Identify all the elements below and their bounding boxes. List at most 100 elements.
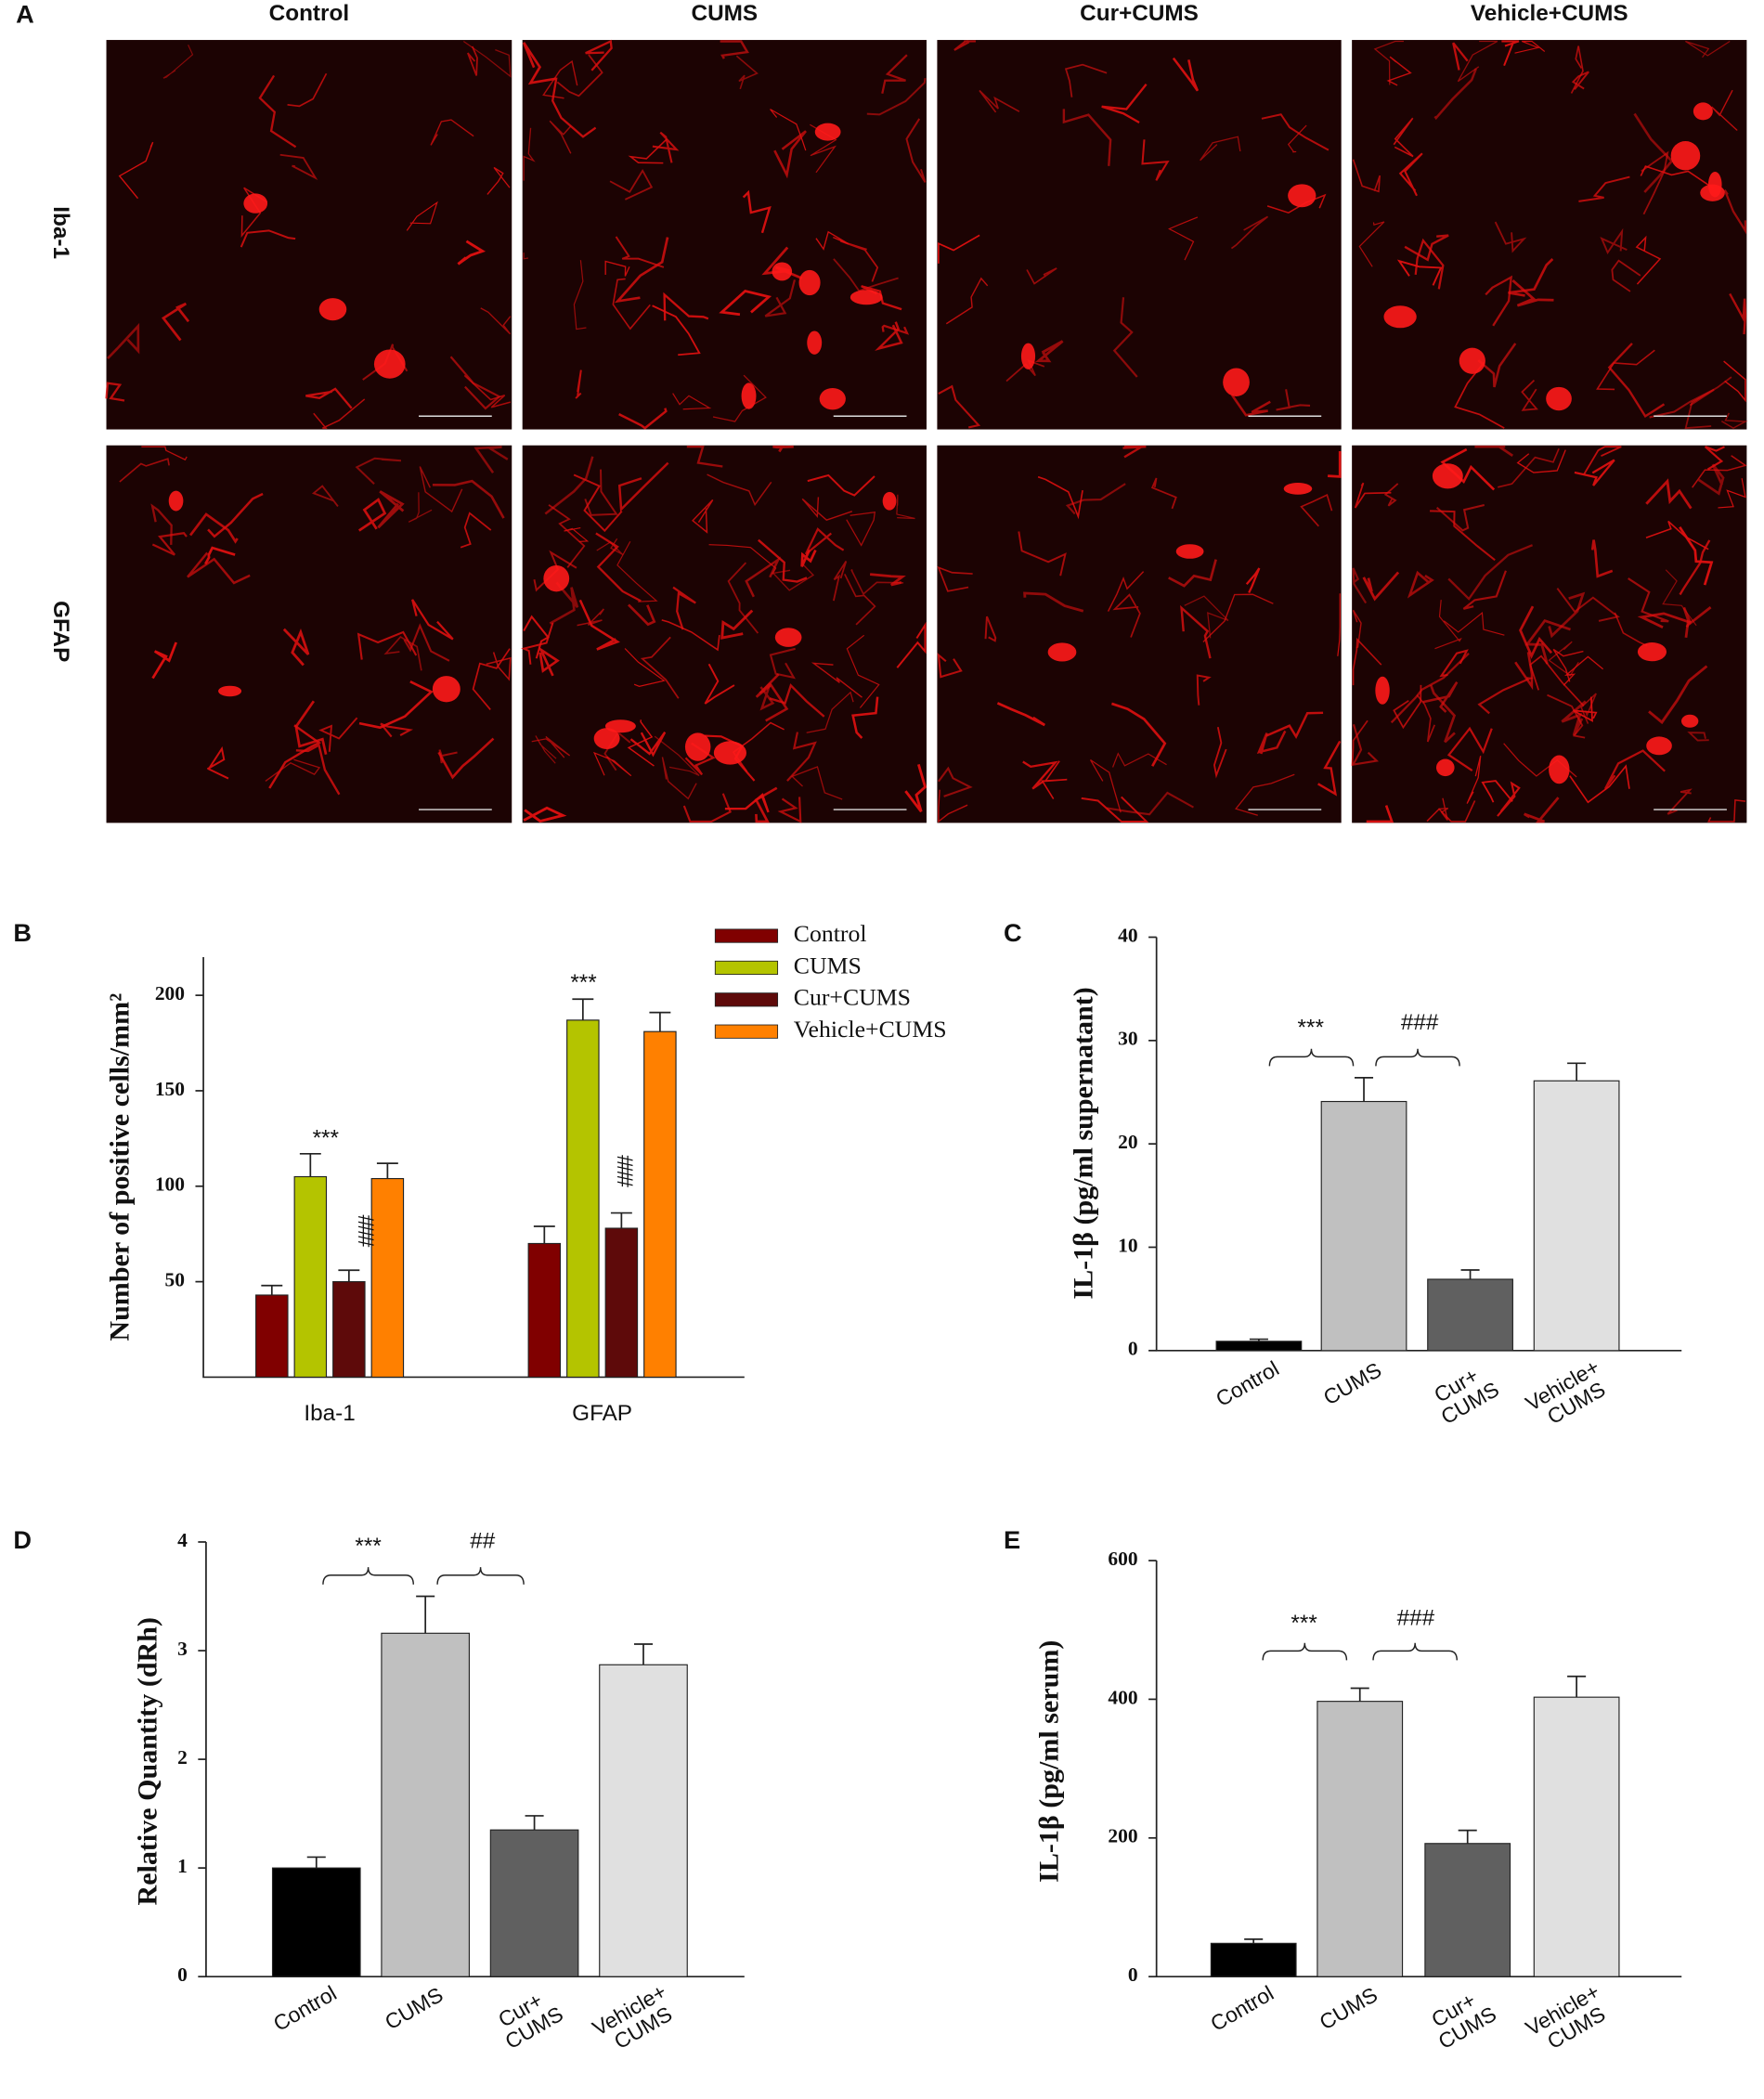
process [1041, 760, 1068, 800]
y-tick-label: 600 [1108, 1548, 1137, 1570]
y-axis-label: IL-1β (pg/ml serum) [1032, 1640, 1064, 1883]
bar [643, 1030, 677, 1379]
micrograph-bg [1352, 445, 1747, 823]
process [1383, 483, 1399, 507]
cell-body [1375, 676, 1390, 705]
process [1649, 388, 1715, 419]
error-bar [299, 1152, 321, 1177]
process [287, 72, 328, 108]
process [118, 141, 154, 200]
process [1457, 40, 1498, 83]
process [846, 512, 876, 547]
bar [293, 1175, 328, 1379]
bracket [322, 1567, 415, 1585]
process [1018, 531, 1067, 577]
bar [1533, 1696, 1620, 1977]
bar [1424, 1843, 1511, 1977]
process [463, 374, 512, 408]
process [1407, 570, 1434, 599]
process [1026, 267, 1057, 285]
process [1404, 234, 1449, 262]
y-tick-label: 150 [155, 1078, 185, 1100]
process [1685, 40, 1731, 58]
process [207, 492, 264, 538]
cell-body [168, 490, 184, 512]
process [1485, 275, 1513, 327]
cell-body [604, 719, 636, 733]
y-tick-label: 100 [155, 1173, 185, 1196]
process [938, 789, 968, 823]
cell-body [713, 741, 746, 765]
process [745, 556, 782, 598]
process [1477, 343, 1517, 388]
error-bar [572, 998, 594, 1020]
process [240, 187, 268, 238]
process [549, 581, 579, 625]
chart: 50 100 150 200 Number of positive cells/mm² I… [104, 920, 947, 1426]
process [682, 793, 732, 823]
process [1230, 394, 1271, 417]
process [807, 473, 876, 497]
process [764, 279, 797, 317]
process [279, 153, 318, 181]
y-axis-label: IL-1β (pg/ml supernatant) [1068, 987, 1099, 1299]
process [953, 40, 976, 51]
micrograph [937, 445, 1342, 823]
process [357, 498, 387, 532]
process [772, 445, 794, 453]
error-bar [610, 1211, 632, 1229]
process [1514, 40, 1546, 54]
process [1529, 654, 1585, 706]
bar [604, 1227, 639, 1379]
bracket [1375, 1048, 1460, 1067]
error-bar [649, 1011, 671, 1032]
process [313, 398, 366, 429]
y-tick-label: 200 [155, 982, 185, 1004]
significance-mark: *** [1298, 1016, 1325, 1041]
process [523, 253, 529, 260]
process [1196, 674, 1212, 706]
process [881, 324, 910, 335]
cell-body [741, 382, 757, 409]
process [258, 74, 297, 149]
process [615, 236, 665, 268]
process [380, 722, 414, 738]
process [486, 652, 512, 681]
micrograph-bg [937, 40, 1342, 430]
panel-letter: E [1004, 1525, 1020, 1554]
micrograph-bg [522, 445, 927, 823]
process [692, 499, 714, 534]
process [758, 538, 808, 583]
process [1633, 112, 1674, 193]
cell-body [1020, 343, 1036, 369]
legend-swatch [714, 1024, 779, 1039]
process [735, 55, 759, 90]
process [1590, 539, 1614, 578]
process [1089, 758, 1122, 813]
error-bar [1244, 1937, 1264, 1944]
cell-body [814, 123, 841, 141]
process [1640, 165, 1714, 189]
bar [332, 1281, 366, 1379]
cell-body [882, 491, 897, 511]
micrograph-bg [937, 445, 1342, 823]
process [1516, 449, 1566, 473]
process [1614, 612, 1648, 647]
process [573, 473, 623, 533]
process [1729, 292, 1747, 335]
process [1572, 696, 1598, 722]
process [801, 497, 853, 522]
process [573, 260, 587, 330]
micrograph [106, 445, 512, 823]
process [1213, 726, 1227, 779]
process [1433, 68, 1478, 121]
process [618, 408, 668, 430]
significance-mark: ## [470, 1528, 496, 1553]
process [403, 623, 450, 662]
cell-body [1435, 758, 1455, 777]
process [612, 278, 651, 330]
process [1692, 455, 1747, 488]
process [1141, 139, 1170, 181]
process [1611, 259, 1641, 292]
process [204, 546, 236, 565]
